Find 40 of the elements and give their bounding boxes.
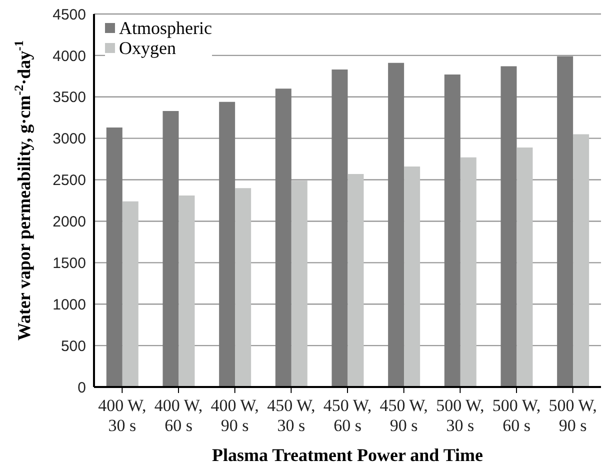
y-tick-label: 3000 [52, 130, 86, 148]
bar [235, 188, 252, 387]
x-tick-label: 500 W, 30 s [436, 396, 484, 435]
bar [291, 180, 308, 387]
bar [444, 74, 460, 387]
bar [573, 134, 590, 387]
y-tick-label: 2500 [52, 172, 86, 190]
x-tick-label: 450 W, 60 s [323, 396, 372, 435]
bar [516, 147, 533, 387]
x-axis-title: Plasma Treatment Power and Time [212, 445, 484, 465]
y-tick-label: 1500 [52, 254, 86, 272]
bar [557, 56, 574, 387]
bar [388, 62, 404, 387]
x-tick-label: 400 W, 90 s [210, 396, 259, 435]
x-tick-label: 400 W, 30 s [98, 396, 146, 435]
bar [332, 70, 348, 387]
x-tick-label: 450 W, 30 s [267, 396, 316, 435]
x-tick-label: 500 W, 60 s [492, 396, 541, 435]
legend-label: Oxygen [119, 38, 176, 58]
x-tick-label: 450 W, 90 s [380, 396, 428, 435]
x-tick-label: 500 W, 90 s [548, 396, 597, 435]
y-tick-label: 3500 [52, 89, 86, 106]
bar [178, 196, 195, 387]
bar [122, 201, 138, 387]
x-tick-label: 400 W, 60 s [154, 396, 203, 435]
y-tick-label: 4000 [52, 48, 86, 65]
bar [106, 128, 122, 387]
y-tick-label: 4500 [52, 6, 86, 24]
bar [275, 88, 292, 387]
bar [348, 174, 364, 387]
bar [219, 102, 236, 387]
bar [162, 110, 179, 387]
y-tick-label: 500 [60, 338, 86, 355]
y-tick-label: 1000 [52, 296, 86, 314]
bar [460, 157, 476, 387]
y-tick-label: 0 [78, 379, 86, 396]
y-tick-label: 2000 [52, 214, 86, 231]
bar [500, 66, 517, 387]
bar [404, 166, 420, 387]
legend-label: Atmospheric [119, 18, 212, 38]
